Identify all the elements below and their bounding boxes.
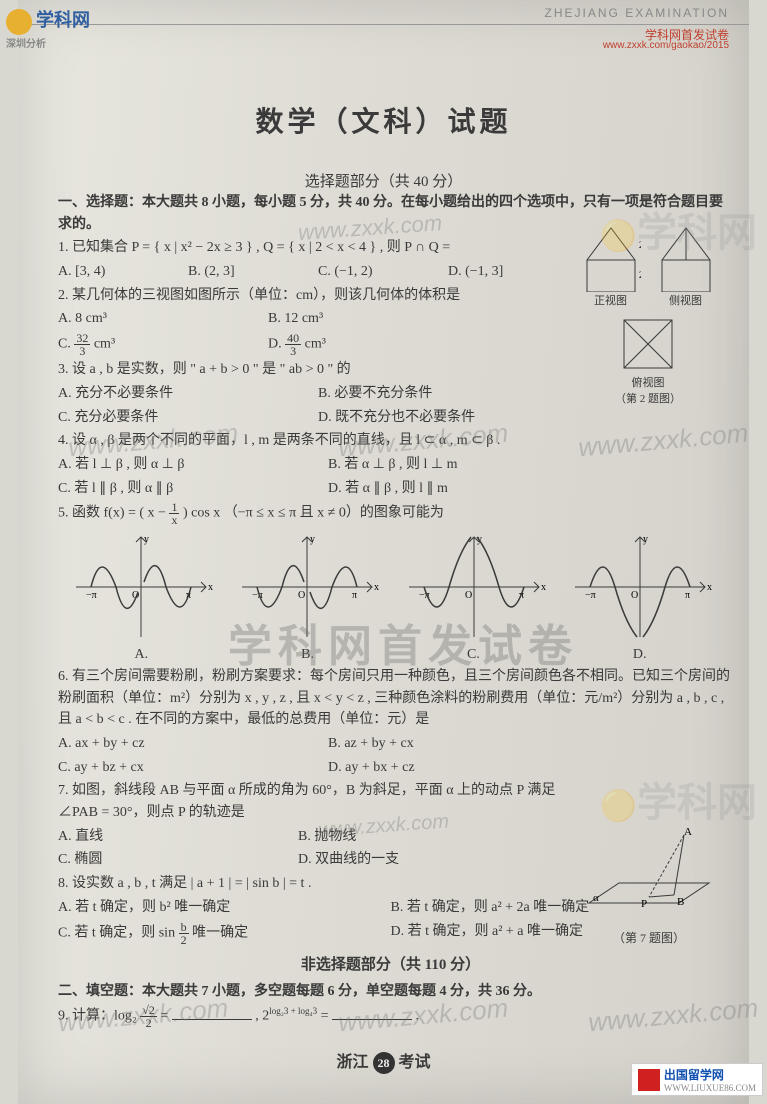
- q7-svg: A B P α: [579, 825, 719, 925]
- q3-A: A. 充分不必要条件: [58, 383, 318, 405]
- header-exam: ZHEJIANG EXAMINATION: [545, 6, 729, 20]
- liuxue-icon: [638, 1069, 660, 1091]
- svg-text:y: y: [144, 534, 149, 545]
- q6-B: B. az + by + cx: [328, 733, 598, 755]
- svg-text:x: x: [707, 582, 712, 593]
- q6-A: A. ax + by + cz: [58, 733, 328, 755]
- svg-text:O: O: [298, 590, 305, 601]
- q5-graph-A: xy −ππO: [66, 532, 216, 642]
- q7-C: C. 椭圆: [58, 849, 298, 871]
- q3-D: D. 既不充分也不必要条件: [318, 407, 578, 429]
- q7-figure: A B P α （第 7 题图）: [579, 825, 719, 946]
- q4-D: D. 若 α ∥ β , 则 l ∥ m: [328, 478, 598, 500]
- svg-text:x: x: [208, 582, 213, 593]
- q6-D: D. ay + bx + cz: [328, 757, 598, 779]
- q7-A: A. 直线: [58, 826, 298, 848]
- q9-blank1: [172, 1005, 252, 1020]
- svg-text:−π: −π: [585, 590, 596, 601]
- q7-D: D. 双曲线的一支: [298, 849, 538, 871]
- wm-big: 学科网首发试卷: [228, 610, 578, 674]
- q2-B: B. 12 cm³: [268, 308, 478, 330]
- q7-B: B. 抛物线: [298, 826, 538, 848]
- svg-text:−π: −π: [86, 590, 97, 601]
- q5-D: D.: [633, 644, 647, 666]
- q2-A: A. 8 cm³: [58, 308, 268, 330]
- q5-graph-D: x y −π π O: [565, 532, 715, 642]
- section2-heading: 非选择题部分（共 110 分）: [58, 954, 723, 977]
- q2-C: C. 323 cm³: [58, 332, 268, 357]
- q7-caption: （第 7 题图）: [579, 929, 719, 946]
- q6-C: C. ay + bz + cx: [58, 757, 328, 779]
- q2-stem: 2. 某几何体的三视图如图所示（单位：cm），则该几何体的体积是: [58, 285, 578, 307]
- q2-D: D. 403 cm³: [268, 332, 478, 357]
- page-number: 28: [373, 1052, 395, 1074]
- q9-blank2: [332, 1005, 412, 1020]
- q8-A: A. 若 t 确定，则 b² 唯一确定: [58, 897, 391, 919]
- q4-stem: 4. 设 α , β 是两个不同的平面，l , m 是两条不同的直线，且 l ⊂…: [58, 430, 598, 452]
- svg-text:P: P: [641, 898, 647, 910]
- q8-C: C. 若 t 确定，则 sin b2 唯一确定: [58, 921, 391, 946]
- q5-A: A.: [135, 644, 149, 666]
- q4-C: C. 若 l ∥ β , 则 α ∥ β: [58, 478, 328, 500]
- q3-B: B. 必要不充分条件: [318, 383, 578, 405]
- logo-xkw-right1: 🟡学科网: [600, 200, 757, 258]
- svg-text:π: π: [685, 590, 690, 601]
- svg-text:x: x: [374, 582, 379, 593]
- liuxue-name: 出国留学网: [664, 1066, 756, 1083]
- q1-D: D. (−1, 3]: [448, 261, 578, 283]
- svg-text:α: α: [593, 892, 599, 904]
- q3-stem: 3. 设 a , b 是实数，则 " a + b > 0 " 是 " ab > …: [58, 359, 723, 381]
- q5-stem: 5. 函数 f(x) = ( x − 1x ) cos x （−π ≤ x ≤ …: [58, 501, 723, 526]
- section1-heading: 选择题部分（共 40 分）: [18, 170, 749, 191]
- q7-stem: 7. 如图，斜线段 AB 与平面 α 所成的角为 60°，B 为斜足，平面 α …: [58, 780, 578, 823]
- q1-A: A. [3, 4): [58, 261, 188, 283]
- svg-text:y: y: [310, 534, 315, 545]
- q3-C: C. 充分必要条件: [58, 407, 318, 429]
- svg-text:B: B: [677, 896, 684, 908]
- section2-instr: 二、填空题：本大题共 7 小题，多空题每题 6 分，单空题每题 4 分，共 36…: [58, 981, 723, 1003]
- svg-text:π: π: [352, 590, 357, 601]
- q6-stem: 6. 有三个房间需要粉刷，粉刷方案要求：每个房间只用一种颜色，且三个房间颜色各不…: [58, 666, 738, 731]
- liuxue-url: WWW.LIUXUE86.COM: [664, 1083, 756, 1093]
- q9: 9. 计算：log₂ √22 = , 2log₂3 + log₄3 = .: [58, 1004, 723, 1029]
- mascot-icon: [6, 9, 32, 35]
- page-title: 数学（文科）试题: [18, 100, 749, 140]
- q1-C: C. (−1, 2): [318, 261, 448, 283]
- svg-text:y: y: [643, 534, 648, 545]
- header-url: www.zxxk.com/gaokao/2015: [603, 40, 729, 51]
- logo-liuxue: 出国留学网 WWW.LIUXUE86.COM: [631, 1063, 763, 1096]
- exam-page: ZHEJIANG EXAMINATION 学科网首发试卷 www.zxxk.co…: [18, 0, 749, 1104]
- q4-A: A. 若 l ⊥ β , 则 α ⊥ β: [58, 454, 328, 476]
- q1-B: B. (2, 3]: [188, 261, 318, 283]
- logo-xkw-right2: 🟡学科网: [600, 770, 757, 828]
- svg-text:O: O: [631, 590, 638, 601]
- q4-B: B. 若 α ⊥ β , 则 l ⊥ m: [328, 454, 598, 476]
- header-rule: [18, 24, 749, 25]
- logo-xkw-top: 学科网 深圳分析: [6, 6, 90, 50]
- svg-text:−π: −π: [419, 590, 430, 601]
- svg-text:x: x: [541, 582, 546, 593]
- svg-text:O: O: [465, 590, 472, 601]
